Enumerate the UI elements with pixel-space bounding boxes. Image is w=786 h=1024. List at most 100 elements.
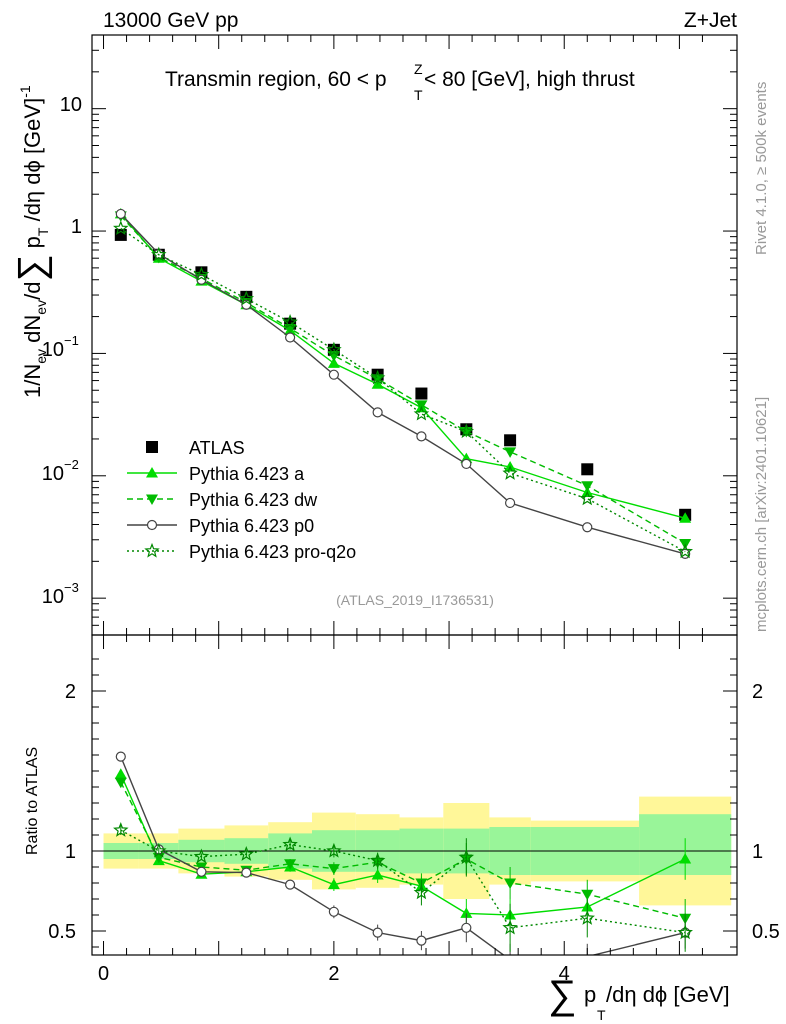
legend: ATLAS Pythia 6.423 a Pythia 6.423 dw Pythia… <box>127 438 356 562</box>
ratio-point <box>238 846 255 861</box>
data-point <box>416 431 427 442</box>
ratio-point <box>504 878 517 889</box>
x-tick-label: 2 <box>328 963 339 985</box>
x-axis-label-text: p <box>584 982 596 1007</box>
legend-label: Pythia 6.423 p0 <box>189 516 314 536</box>
data-point <box>579 490 595 506</box>
ratio-point <box>579 910 595 925</box>
main-y-tick-label: 1 <box>71 216 82 238</box>
series-line <box>120 213 686 555</box>
data-point <box>415 400 428 411</box>
legend-label: Pythia 6.423 dw <box>189 490 318 510</box>
svg-text:∑: ∑ <box>548 973 577 1017</box>
series-line <box>120 213 686 519</box>
data-point <box>238 290 255 306</box>
data-point <box>458 423 475 439</box>
legend-marker <box>146 467 158 478</box>
data-point <box>582 522 593 533</box>
data-point <box>115 208 126 220</box>
ratio-panel: 2 1 0.5 2 1 0.5 Ratio to ATLAS 0 2 4 ∑ p… <box>24 634 780 1023</box>
data-point <box>504 447 517 458</box>
main-series-group <box>113 207 694 559</box>
ratio-point <box>241 867 252 878</box>
legend-label: Pythia 6.423 pro-q2o <box>189 542 356 562</box>
ratio-y-tick-label-left: 1 <box>65 841 76 863</box>
data-point <box>113 220 129 236</box>
ratio-point <box>196 866 207 877</box>
data-point <box>371 374 384 385</box>
chart-title-superscript: Z <box>414 61 423 77</box>
data-point <box>328 369 339 380</box>
main-axis-ticks <box>92 34 737 636</box>
ratio-panel-frame <box>91 634 738 956</box>
ratio-point <box>284 859 297 870</box>
data-point <box>372 407 383 418</box>
ratio-y-tick-label-left: 2 <box>65 681 76 703</box>
main-y-tick-label: 10 <box>60 94 82 116</box>
x-axis-label-subscript: T <box>597 1007 606 1023</box>
main-y-axis-label-text: 1/N <box>20 364 45 398</box>
data-point <box>193 266 210 282</box>
main-y-tick-label: 10 <box>42 463 64 485</box>
chart-title: Transmin region, 60 < p <box>165 68 387 91</box>
ratio-point <box>458 849 475 865</box>
ratio-series-line <box>120 773 686 916</box>
main-panel: 10 1 10 −1 10 −2 10 −3 Transmin region, … <box>11 34 738 636</box>
legend-label: ATLAS <box>189 438 245 458</box>
legend-marker <box>146 519 158 531</box>
main-y-tick-label: 10 <box>42 586 64 608</box>
x-axis-label: ∑ p T /dη dϕ [GeV] <box>548 973 730 1023</box>
ratio-series-line <box>120 781 686 919</box>
ratio-y-tick-labels: 2 1 0.5 2 1 0.5 <box>48 681 780 943</box>
data-point <box>504 434 517 447</box>
ratio-y-tick-label-right: 2 <box>752 681 763 703</box>
ratio-point <box>193 848 210 864</box>
ratio-point <box>114 768 127 779</box>
ratio-point <box>327 864 340 875</box>
main-y-tick-labels: 10 1 10 −1 10 −2 10 −3 <box>42 94 82 608</box>
ratio-point <box>282 836 298 852</box>
ratio-y-axis-label: Ratio to ATLAS <box>24 747 41 855</box>
chart-title-suffix: < 80 [GeV], high thrust <box>424 68 635 91</box>
data-point <box>415 387 428 400</box>
ratio-point <box>115 751 126 762</box>
svg-text:1/Nev dNev/d∑ pT /dη dϕ [GeV]: 1/Nev dNev/d∑ pT /dη dϕ [GeV]-1 <box>11 85 53 398</box>
ratio-point <box>460 907 473 918</box>
ratio-y-tick-label-left: 0.5 <box>48 921 76 943</box>
ratio-series-group <box>113 751 693 955</box>
ratio-point <box>372 927 383 938</box>
data-point <box>581 463 594 476</box>
data-point <box>504 497 516 509</box>
data-point <box>327 357 340 368</box>
ratio-point <box>328 906 339 917</box>
chart-title-subscript: T <box>414 87 423 103</box>
main-y-tick-label: 10 <box>42 339 64 361</box>
data-point <box>369 369 386 385</box>
ratio-point <box>581 889 594 901</box>
ratio-point <box>113 822 129 837</box>
legend-label: Pythia 6.423 a <box>189 464 305 484</box>
ratio-point <box>285 879 296 890</box>
data-point <box>413 405 430 421</box>
ratio-y-tick-label-right: 1 <box>752 841 763 863</box>
ratio-point <box>679 853 692 864</box>
data-point <box>196 274 207 285</box>
legend-marker <box>146 441 158 453</box>
x-tick-label: 0 <box>98 963 109 985</box>
ratio-series-line <box>120 756 686 955</box>
data-point <box>677 543 694 559</box>
ratio-point <box>677 924 693 940</box>
ratio-point <box>416 935 427 946</box>
data-point <box>581 481 594 492</box>
data-point <box>461 458 472 470</box>
ratio-point <box>369 852 386 868</box>
ratio-point <box>151 842 167 858</box>
mcplots-label: mcplots.cern.ch [arXiv:2401.10621] <box>753 397 770 632</box>
ratio-point <box>461 922 472 933</box>
main-y-axis-label: 1/Nev dNev/d∑ pT /dη dϕ [GeV]-1 <box>11 85 53 398</box>
rivet-version-label: Rivet 4.1.0, ≥ 500k events <box>753 82 770 255</box>
main-y-tick-exponent: −3 <box>64 580 79 595</box>
ratio-axis-ticks <box>92 635 737 955</box>
main-y-tick-exponent: −2 <box>64 457 79 472</box>
